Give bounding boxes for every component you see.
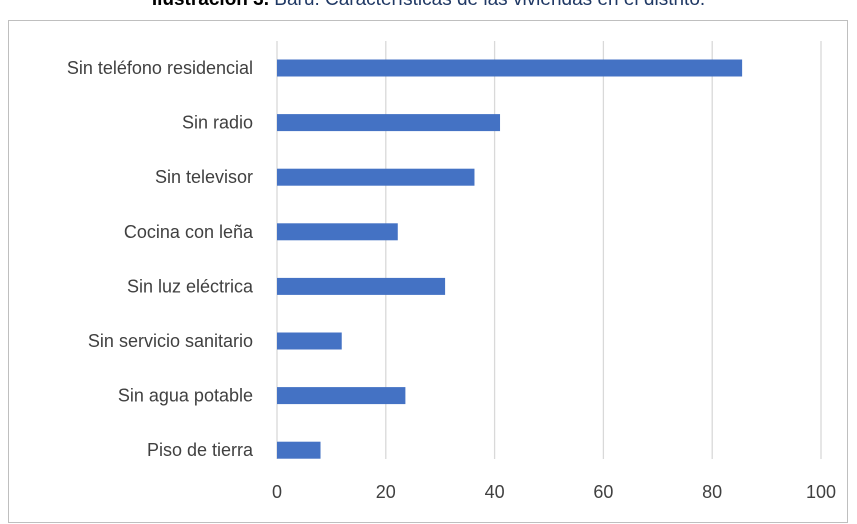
x-tick-label: 40 (485, 482, 505, 502)
category-label: Sin agua potable (118, 386, 253, 406)
x-tick-label: 80 (702, 482, 722, 502)
category-label: Piso de tierra (147, 440, 254, 460)
bar-3 (277, 223, 398, 241)
bar-6 (277, 387, 406, 405)
axis-ticks: 0 20 40 60 80 100 (272, 482, 836, 502)
chart-frame: Sin teléfono residencial Sin radio Sin tel… (8, 20, 848, 523)
category-label: Sin servicio sanitario (88, 331, 253, 351)
bar-2 (277, 168, 475, 186)
bar-1 (277, 114, 501, 132)
category-label: Cocina con leña (124, 222, 254, 242)
x-tick-label: 100 (806, 482, 836, 502)
category-label: Sin televisor (155, 167, 253, 187)
bar-4 (277, 277, 446, 295)
x-tick-label: 60 (593, 482, 613, 502)
category-label: Sin radio (182, 113, 253, 133)
category-labels: Sin teléfono residencial Sin radio Sin tel… (67, 58, 254, 460)
bars (277, 59, 743, 459)
category-label: Sin luz eléctrica (127, 276, 254, 296)
bar-0 (277, 59, 743, 77)
x-tick-label: 20 (376, 482, 396, 502)
bar-5 (277, 332, 342, 350)
bar-7 (277, 441, 321, 459)
caption-lead: Ilustración 3. (152, 0, 269, 10)
caption-text: Barú: Características de las viviendas e… (269, 0, 705, 10)
category-label: Sin teléfono residencial (67, 58, 253, 78)
figure-caption: Ilustración 3. Barú: Características de … (0, 0, 857, 12)
bar-chart: Sin teléfono residencial Sin radio Sin tel… (67, 41, 836, 502)
x-tick-label: 0 (272, 482, 282, 502)
